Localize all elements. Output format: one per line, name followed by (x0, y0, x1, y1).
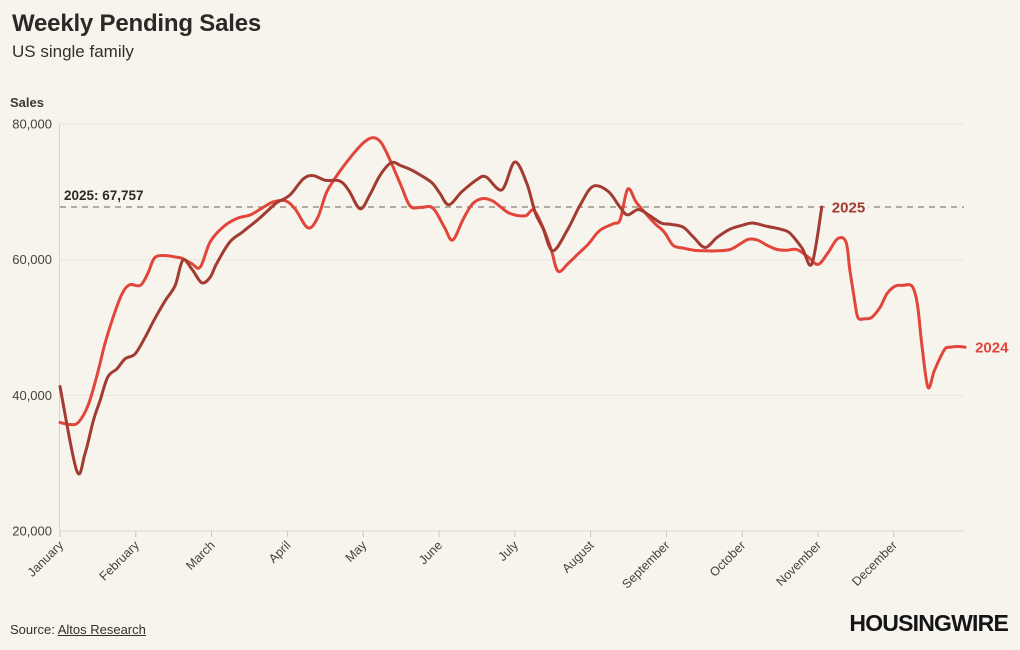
series-line-2024 (58, 136, 967, 427)
chart-footer: Source: Altos Research HOUSINGWIRE (10, 610, 1009, 637)
x-tick-label: December (849, 538, 900, 589)
x-tick-label: April (266, 538, 294, 566)
x-tick-label: May (343, 538, 370, 565)
page-title: Weekly Pending Sales (12, 10, 261, 37)
x-tick-label: February (97, 538, 143, 584)
annotation-label: 2025: 67,757 (64, 188, 144, 203)
y-tick-label: 60,000 (12, 252, 52, 267)
x-tick-label: January (25, 538, 67, 580)
x-tick-label: March (183, 538, 217, 572)
x-tick-label: September (619, 538, 672, 591)
series-line-2025 (58, 160, 824, 476)
housingwire-logo: HOUSINGWIRE (849, 610, 1008, 636)
x-tick-label: June (416, 538, 445, 567)
source-attribution: Source: Altos Research (10, 622, 146, 637)
y-tick-label: 80,000 (12, 117, 52, 132)
chart-header: Weekly Pending Sales US single family (12, 10, 261, 62)
series-label-2024: 2024 (975, 340, 1009, 357)
x-tick-label: November (773, 538, 824, 589)
source-prefix: Source: (10, 622, 58, 637)
y-tick-label: 20,000 (12, 524, 52, 539)
source-link[interactable]: Altos Research (57, 622, 146, 637)
x-tick-label: October (707, 538, 748, 579)
x-tick-label: July (495, 538, 521, 564)
y-tick-label: 40,000 (12, 388, 52, 403)
y-axis-title: Sales (10, 95, 44, 110)
x-tick-label: August (559, 538, 597, 576)
page-subtitle: US single family (12, 41, 134, 61)
series-label-2025: 2025 (832, 200, 865, 217)
